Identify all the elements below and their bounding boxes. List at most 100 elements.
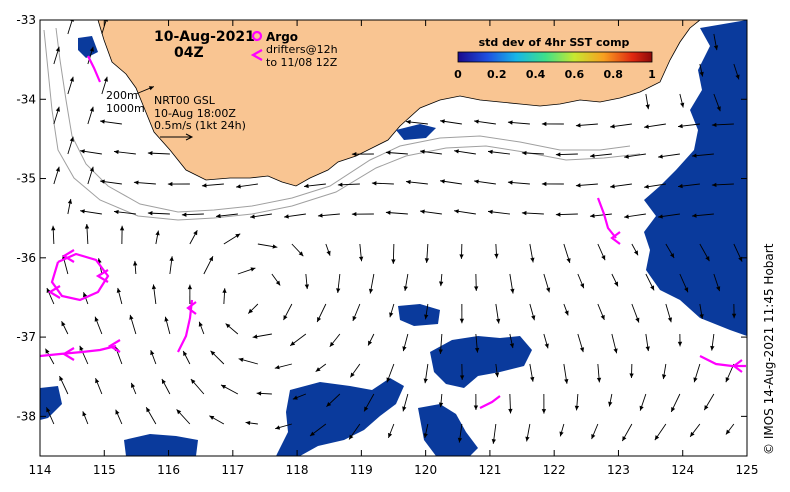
current-arrow [438, 393, 444, 408]
current-arrow [67, 76, 74, 95]
current-arrow [304, 273, 310, 290]
current-arrow [679, 93, 685, 108]
current-arrow [100, 179, 122, 185]
current-arrow [665, 243, 675, 259]
current-arrow [317, 213, 340, 218]
current-arrow [67, 198, 73, 215]
current-arrow [624, 153, 646, 159]
current-arrow [541, 181, 564, 187]
current-arrow [87, 166, 94, 185]
current-arrow [201, 183, 224, 188]
current-arrow [459, 303, 465, 324]
colorbar-tick-label: 0.8 [603, 68, 623, 81]
map-frame [39, 19, 748, 457]
current-arrow [349, 363, 361, 378]
current-arrow [187, 284, 193, 305]
current-arrow [597, 243, 606, 261]
current-arrow [459, 363, 465, 380]
current-arrow [639, 393, 647, 411]
current-arrow [610, 183, 632, 189]
current-arrow [402, 333, 409, 352]
current-arrow [367, 333, 375, 346]
y-tick-label: -37 [16, 330, 36, 344]
x-tick-label: 117 [221, 463, 244, 477]
current-arrow [82, 411, 89, 425]
sst-patch-southwest [40, 386, 62, 420]
current-arrow [405, 179, 428, 185]
current-arrow [348, 423, 361, 440]
current-arrow [713, 273, 721, 292]
current-arrow [575, 123, 598, 128]
current-arrow [703, 393, 715, 411]
current-arrow [67, 136, 74, 155]
x-tick-label: 114 [29, 463, 52, 477]
argo-icon [251, 30, 263, 42]
current-arrow [631, 243, 639, 256]
current-arrow [53, 106, 60, 125]
current-arrow [167, 181, 190, 187]
current-arrow [507, 180, 530, 185]
current-arrow [525, 423, 531, 442]
current-arrow [237, 267, 256, 275]
x-tick-label: 122 [543, 463, 566, 477]
sst-stddev-patches [40, 20, 747, 456]
current-arrow [129, 314, 137, 335]
current-arrow [115, 409, 123, 425]
product-label: NRT00 GSL [154, 94, 216, 107]
current-arrow [563, 243, 571, 264]
current-arrow [474, 273, 479, 291]
sst-patch-southeast [418, 404, 478, 456]
current-arrow [608, 393, 613, 407]
current-arrow [440, 179, 462, 185]
current-arrow [559, 423, 565, 437]
current-arrow [358, 243, 364, 262]
current-arrow [423, 363, 429, 384]
current-arrow [645, 273, 655, 291]
isobath-1000m [43, 29, 641, 221]
sst-patch-centre [430, 336, 532, 388]
current-arrow [363, 393, 375, 412]
current-arrow [631, 303, 640, 323]
current-arrow [135, 86, 155, 95]
current-arrow [352, 303, 361, 322]
current-arrow [80, 209, 102, 215]
current-arrow [130, 382, 137, 395]
current-arrow [87, 46, 94, 65]
current-arrow [181, 212, 204, 217]
current-arrow [711, 122, 734, 128]
y-tick-label: -33 [16, 13, 36, 27]
current-arrow [661, 363, 667, 380]
current-arrow [210, 350, 225, 365]
current-arrow [155, 230, 160, 245]
current-arrow [507, 120, 530, 125]
current-arrow [289, 333, 307, 347]
current-arrow [303, 183, 326, 189]
current-arrow [386, 363, 395, 383]
current-arrow [161, 378, 171, 395]
current-arrow [454, 209, 476, 215]
current-arrow [101, 76, 108, 95]
current-arrow [509, 273, 515, 294]
current-arrow [577, 333, 585, 353]
current-arrow [326, 393, 341, 407]
current-arrow [679, 273, 689, 293]
current-arrow [53, 166, 60, 185]
colorbar-tick-label: 0.2 [487, 68, 507, 81]
current-arrow [624, 213, 646, 219]
current-arrow [424, 303, 429, 320]
drifter-marker [47, 285, 61, 299]
current-arrow [100, 119, 122, 125]
drifter-track-west [40, 344, 117, 358]
current-arrow [574, 393, 580, 411]
current-arrow [439, 273, 444, 287]
x-tick-label: 124 [671, 463, 694, 477]
current-arrow [116, 287, 123, 305]
current-arrow [563, 363, 569, 384]
current-arrow [271, 273, 281, 286]
current-arrow [699, 63, 704, 77]
current-arrow [474, 119, 496, 125]
drifter-marker [186, 301, 197, 315]
current-arrow [658, 153, 680, 159]
drifter-markers [47, 231, 743, 373]
current-arrow [654, 423, 667, 441]
